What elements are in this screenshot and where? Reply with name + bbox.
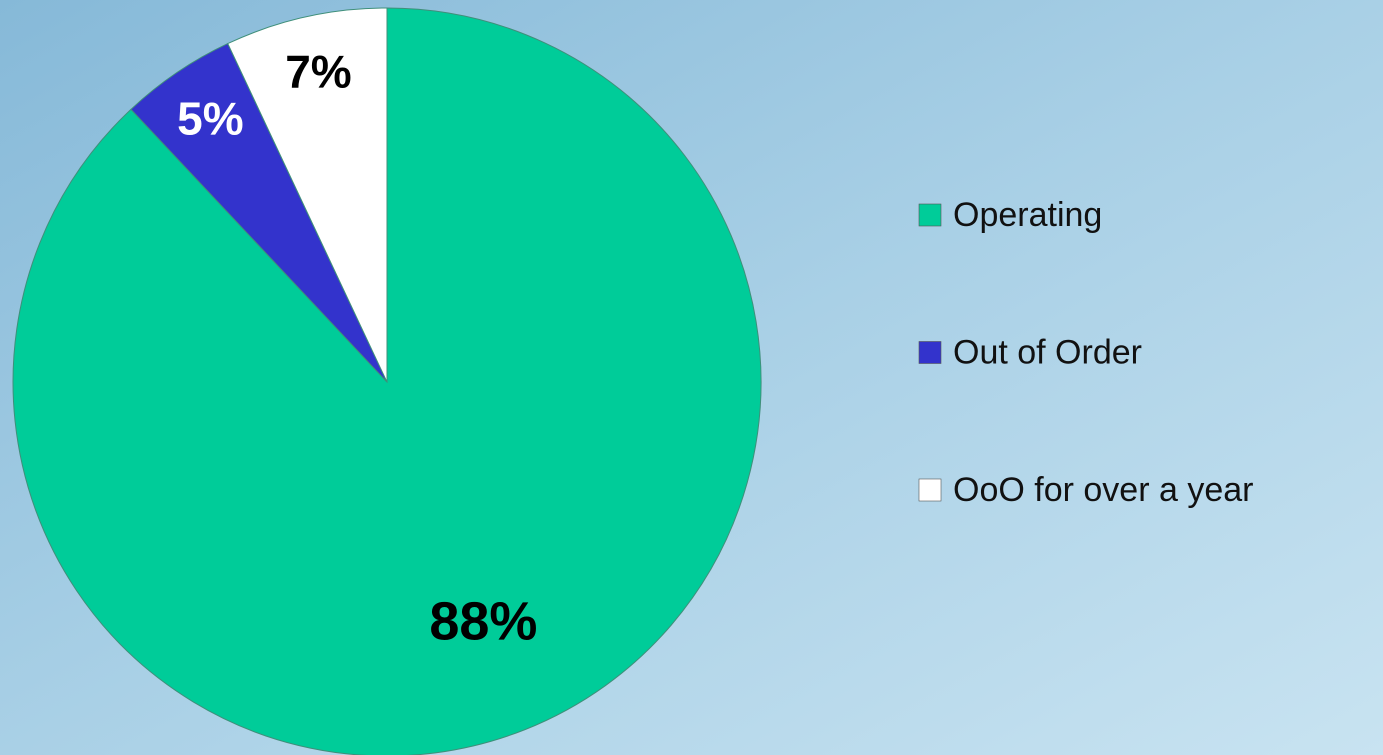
data-label: 5% xyxy=(177,92,243,144)
legend-swatch xyxy=(918,478,942,502)
legend-label: OoO for over a year xyxy=(953,471,1253,509)
data-label: 88% xyxy=(429,592,537,652)
pie-slice xyxy=(12,7,762,755)
legend-label: Out of Order xyxy=(953,333,1142,371)
data-label: 7% xyxy=(285,46,351,98)
legend: Operating Out of Order OoO for over a year xyxy=(918,196,1253,509)
legend-swatch xyxy=(918,203,942,227)
pie: 88% 5% 7% xyxy=(12,7,762,755)
legend-swatch xyxy=(918,341,942,364)
pie-slice xyxy=(227,7,388,383)
legend-label: Operating xyxy=(953,196,1102,234)
